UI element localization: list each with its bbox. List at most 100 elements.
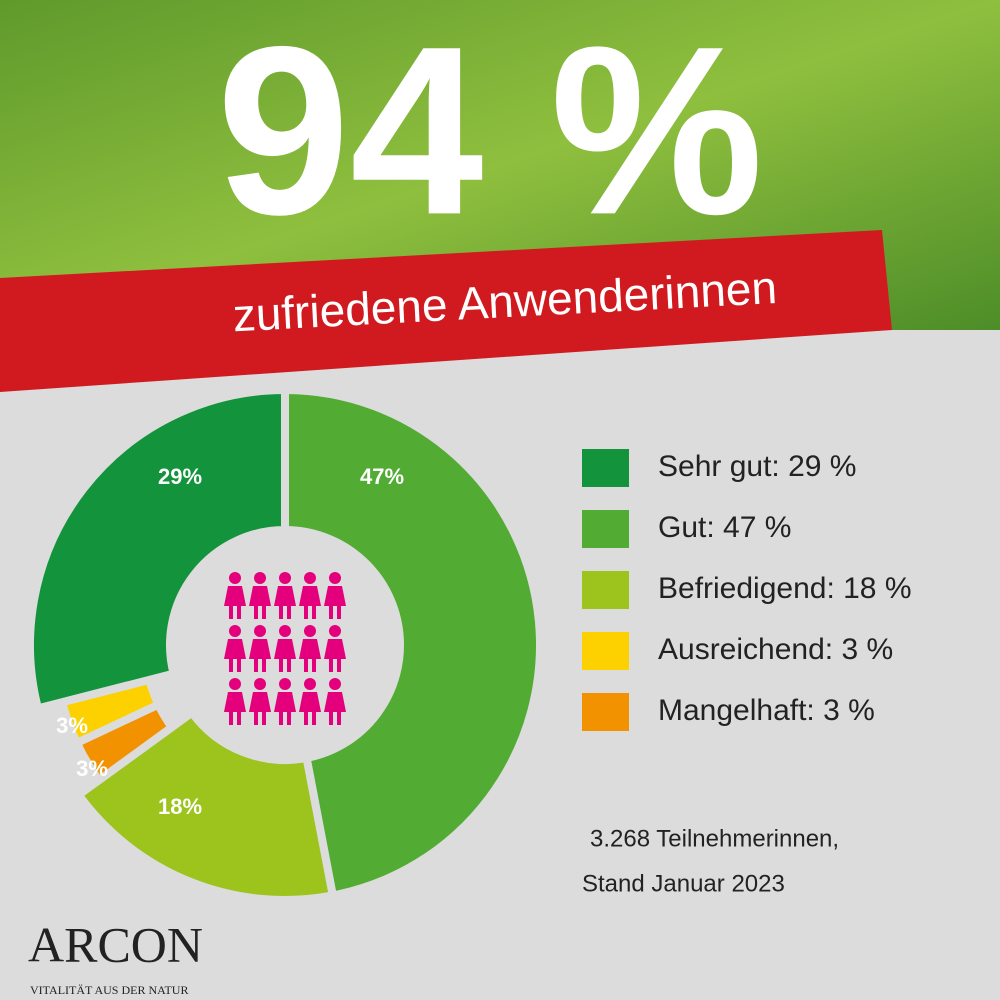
person-icon [224, 678, 246, 725]
footnote: 3.268 Teilnehmerinnen, [590, 825, 839, 852]
icon-leg [287, 712, 291, 725]
legend-label: Mangelhaft: 3 % [658, 694, 875, 727]
person-icon [224, 572, 246, 619]
icon-head [304, 572, 316, 584]
icon-leg [312, 606, 316, 619]
icon-head [279, 572, 291, 584]
data-label: 18% [158, 794, 202, 819]
icon-leg [237, 606, 241, 619]
person-icon [224, 625, 246, 672]
person-icon [249, 572, 271, 619]
donut-segment [26, 385, 289, 714]
person-icon [274, 625, 296, 672]
red-band [0, 230, 892, 392]
icon-leg [229, 659, 233, 672]
icon-leg [312, 712, 316, 725]
icon-head [304, 678, 316, 690]
icon-leg [237, 659, 241, 672]
icon-body [324, 692, 346, 712]
icon-head [229, 572, 241, 584]
person-icon [249, 678, 271, 725]
person-icon [324, 678, 346, 725]
icon-leg [304, 659, 308, 672]
logo: ARCON [28, 916, 203, 972]
data-label: 29% [158, 464, 202, 489]
person-icon [299, 625, 321, 672]
icon-body [224, 639, 246, 659]
icon-leg [337, 712, 341, 725]
person-icon [249, 625, 271, 672]
icon-leg [287, 659, 291, 672]
icon-body [249, 639, 271, 659]
icon-leg [287, 606, 291, 619]
person-icon [299, 678, 321, 725]
person-icon [299, 572, 321, 619]
icon-head [279, 678, 291, 690]
icon-leg [337, 659, 341, 672]
icon-leg [262, 659, 266, 672]
icon-head [329, 678, 341, 690]
person-icon [274, 678, 296, 725]
icon-leg [229, 606, 233, 619]
footnote: Stand Januar 2023 [582, 870, 785, 897]
icon-body [299, 692, 321, 712]
icon-leg [279, 712, 283, 725]
icon-body [249, 586, 271, 606]
icon-body [299, 586, 321, 606]
icon-head [329, 572, 341, 584]
icon-head [229, 625, 241, 637]
icon-leg [279, 606, 283, 619]
data-label: 47% [360, 464, 404, 489]
icon-leg [304, 606, 308, 619]
icon-body [224, 692, 246, 712]
icon-leg [304, 712, 308, 725]
icon-leg [329, 659, 333, 672]
icon-leg [237, 712, 241, 725]
person-icon [324, 625, 346, 672]
icon-body [274, 639, 296, 659]
icon-head [254, 678, 266, 690]
icon-leg [262, 712, 266, 725]
icon-leg [329, 712, 333, 725]
legend-label: Ausreichend: 3 % [658, 633, 893, 666]
person-icon [324, 572, 346, 619]
logo-tagline: VITALITÄT AUS DER NATUR [30, 983, 188, 997]
headline: 94 % [216, 0, 763, 264]
icon-body [324, 639, 346, 659]
icon-leg [279, 659, 283, 672]
icon-head [304, 625, 316, 637]
data-label: 3% [56, 713, 88, 738]
icon-head [329, 625, 341, 637]
legend-swatch [582, 571, 629, 609]
legend-swatch [582, 510, 629, 548]
icon-leg [254, 712, 258, 725]
icon-body [274, 692, 296, 712]
icon-body [249, 692, 271, 712]
icon-head [254, 572, 266, 584]
data-label: 3% [76, 756, 108, 781]
donut-segment [281, 385, 544, 901]
icon-body [224, 586, 246, 606]
icon-leg [229, 712, 233, 725]
legend-swatch [582, 449, 629, 487]
icon-leg [312, 659, 316, 672]
legend-label: Sehr gut: 29 % [658, 450, 856, 483]
icon-leg [254, 659, 258, 672]
donut-segment [73, 707, 338, 904]
icon-leg [254, 606, 258, 619]
icon-head [254, 625, 266, 637]
legend-swatch [582, 632, 629, 670]
person-icon [274, 572, 296, 619]
icon-body [299, 639, 321, 659]
icon-body [324, 586, 346, 606]
legend-swatch [582, 693, 629, 731]
legend-label: Befriedigend: 18 % [658, 572, 912, 605]
icon-head [229, 678, 241, 690]
legend-label: Gut: 47 % [658, 511, 791, 544]
icon-leg [262, 606, 266, 619]
icon-head [279, 625, 291, 637]
icon-body [274, 586, 296, 606]
icon-leg [337, 606, 341, 619]
icon-leg [329, 606, 333, 619]
